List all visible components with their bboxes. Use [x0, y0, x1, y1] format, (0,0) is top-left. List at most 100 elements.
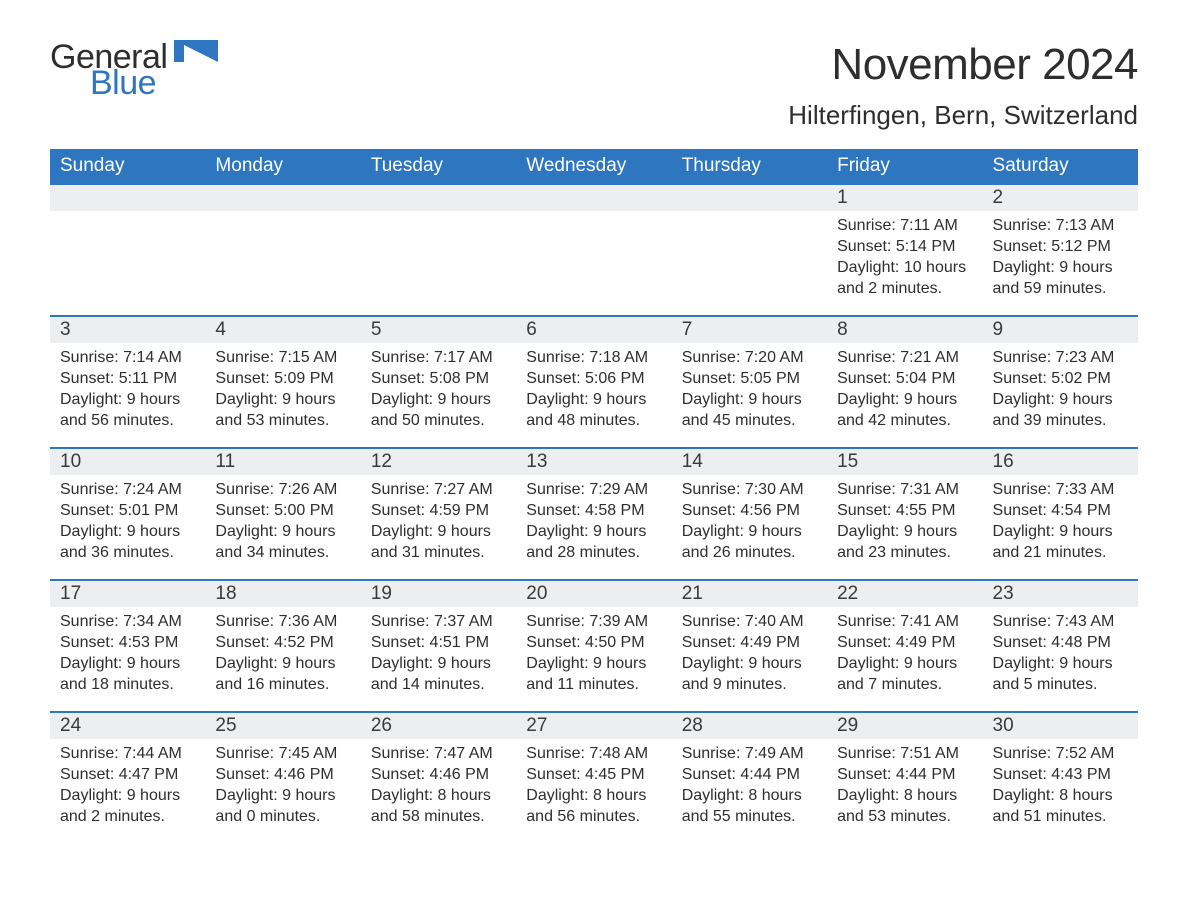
title-block: November 2024 Hilterfingen, Bern, Switze… — [788, 40, 1138, 131]
day-number: 10 — [50, 449, 205, 475]
day-cell: 12Sunrise: 7:27 AMSunset: 4:59 PMDayligh… — [361, 449, 516, 577]
sunset-value: 4:49 PM — [740, 634, 800, 651]
sunrise-value: 7:33 AM — [1056, 481, 1115, 498]
sunset-label: Sunset: — [837, 634, 896, 651]
day-body: Sunrise: 7:49 AMSunset: 4:44 PMDaylight:… — [672, 739, 827, 833]
sunrise-line: Sunrise: 7:52 AM — [993, 743, 1128, 764]
daylight-line: Daylight: 9 hours and 48 minutes. — [526, 389, 661, 431]
daylight-label: Daylight: — [837, 523, 904, 540]
day-number: 29 — [827, 713, 982, 739]
day-body: Sunrise: 7:39 AMSunset: 4:50 PMDaylight:… — [516, 607, 671, 701]
sunrise-value: 7:43 AM — [1056, 613, 1115, 630]
sunrise-value: 7:45 AM — [279, 745, 338, 762]
calendar: SundayMondayTuesdayWednesdayThursdayFrid… — [50, 149, 1138, 841]
sunrise-value: 7:31 AM — [900, 481, 959, 498]
sunset-label: Sunset: — [60, 766, 119, 783]
sunrise-label: Sunrise: — [993, 613, 1056, 630]
day-cell: 10Sunrise: 7:24 AMSunset: 5:01 PMDayligh… — [50, 449, 205, 577]
sunset-label: Sunset: — [837, 238, 896, 255]
day-number: 23 — [983, 581, 1138, 607]
sunrise-label: Sunrise: — [371, 481, 434, 498]
sunrise-line: Sunrise: 7:37 AM — [371, 611, 506, 632]
day-body: Sunrise: 7:44 AMSunset: 4:47 PMDaylight:… — [50, 739, 205, 833]
daylight-line: Daylight: 9 hours and 11 minutes. — [526, 653, 661, 695]
day-number: 18 — [205, 581, 360, 607]
sunset-value: 5:09 PM — [274, 370, 334, 387]
day-body: Sunrise: 7:13 AMSunset: 5:12 PMDaylight:… — [983, 211, 1138, 305]
sunrise-label: Sunrise: — [526, 745, 589, 762]
daylight-line: Daylight: 9 hours and 9 minutes. — [682, 653, 817, 695]
sunrise-label: Sunrise: — [993, 745, 1056, 762]
sunrise-line: Sunrise: 7:44 AM — [60, 743, 195, 764]
day-number — [205, 185, 360, 211]
day-number: 8 — [827, 317, 982, 343]
daylight-line: Daylight: 9 hours and 0 minutes. — [215, 785, 350, 827]
sunset-value: 4:43 PM — [1051, 766, 1111, 783]
day-body: Sunrise: 7:11 AMSunset: 5:14 PMDaylight:… — [827, 211, 982, 305]
sunset-value: 4:52 PM — [274, 634, 334, 651]
daylight-line: Daylight: 9 hours and 7 minutes. — [837, 653, 972, 695]
sunset-line: Sunset: 4:49 PM — [837, 632, 972, 653]
sunset-value: 5:08 PM — [430, 370, 490, 387]
day-body: Sunrise: 7:51 AMSunset: 4:44 PMDaylight:… — [827, 739, 982, 833]
day-body: Sunrise: 7:23 AMSunset: 5:02 PMDaylight:… — [983, 343, 1138, 437]
daylight-line: Daylight: 9 hours and 2 minutes. — [60, 785, 195, 827]
sunrise-value: 7:24 AM — [123, 481, 182, 498]
day-cell — [361, 185, 516, 313]
sunset-value: 4:58 PM — [585, 502, 645, 519]
sunrise-value: 7:30 AM — [745, 481, 804, 498]
day-cell — [516, 185, 671, 313]
week-row: 10Sunrise: 7:24 AMSunset: 5:01 PMDayligh… — [50, 447, 1138, 577]
sunrise-line: Sunrise: 7:13 AM — [993, 215, 1128, 236]
day-cell — [50, 185, 205, 313]
sunset-line: Sunset: 5:02 PM — [993, 368, 1128, 389]
daylight-line: Daylight: 9 hours and 50 minutes. — [371, 389, 506, 431]
sunrise-label: Sunrise: — [60, 349, 123, 366]
sunrise-line: Sunrise: 7:40 AM — [682, 611, 817, 632]
sunset-line: Sunset: 4:48 PM — [993, 632, 1128, 653]
day-body — [672, 211, 827, 221]
day-number: 5 — [361, 317, 516, 343]
dow-cell: Saturday — [983, 149, 1138, 183]
sunset-value: 4:45 PM — [585, 766, 645, 783]
daylight-label: Daylight: — [682, 787, 749, 804]
sunrise-line: Sunrise: 7:20 AM — [682, 347, 817, 368]
sunset-value: 4:46 PM — [274, 766, 334, 783]
sunrise-label: Sunrise: — [526, 613, 589, 630]
day-cell: 28Sunrise: 7:49 AMSunset: 4:44 PMDayligh… — [672, 713, 827, 841]
daylight-line: Daylight: 8 hours and 53 minutes. — [837, 785, 972, 827]
day-body — [50, 211, 205, 221]
day-body: Sunrise: 7:33 AMSunset: 4:54 PMDaylight:… — [983, 475, 1138, 569]
day-body — [361, 211, 516, 221]
day-number: 4 — [205, 317, 360, 343]
day-body: Sunrise: 7:41 AMSunset: 4:49 PMDaylight:… — [827, 607, 982, 701]
sunset-label: Sunset: — [682, 634, 741, 651]
daylight-label: Daylight: — [993, 787, 1060, 804]
sunset-label: Sunset: — [371, 502, 430, 519]
sunset-value: 5:12 PM — [1051, 238, 1111, 255]
sunset-label: Sunset: — [371, 370, 430, 387]
sunset-label: Sunset: — [526, 634, 585, 651]
sunrise-label: Sunrise: — [837, 349, 900, 366]
sunrise-label: Sunrise: — [60, 745, 123, 762]
day-number: 15 — [827, 449, 982, 475]
sunset-line: Sunset: 4:44 PM — [837, 764, 972, 785]
sunset-label: Sunset: — [993, 370, 1052, 387]
sunset-line: Sunset: 4:47 PM — [60, 764, 195, 785]
sunrise-value: 7:26 AM — [279, 481, 338, 498]
sunset-line: Sunset: 4:53 PM — [60, 632, 195, 653]
day-number: 1 — [827, 185, 982, 211]
sunset-value: 4:56 PM — [740, 502, 800, 519]
sunrise-label: Sunrise: — [526, 349, 589, 366]
sunrise-label: Sunrise: — [837, 745, 900, 762]
day-cell: 25Sunrise: 7:45 AMSunset: 4:46 PMDayligh… — [205, 713, 360, 841]
day-number: 30 — [983, 713, 1138, 739]
sunrise-line: Sunrise: 7:17 AM — [371, 347, 506, 368]
sunset-value: 5:05 PM — [740, 370, 800, 387]
day-number: 21 — [672, 581, 827, 607]
daylight-label: Daylight: — [215, 523, 282, 540]
day-cell: 8Sunrise: 7:21 AMSunset: 5:04 PMDaylight… — [827, 317, 982, 445]
sunset-label: Sunset: — [993, 502, 1052, 519]
sunrise-value: 7:47 AM — [434, 745, 493, 762]
sunrise-value: 7:17 AM — [434, 349, 493, 366]
